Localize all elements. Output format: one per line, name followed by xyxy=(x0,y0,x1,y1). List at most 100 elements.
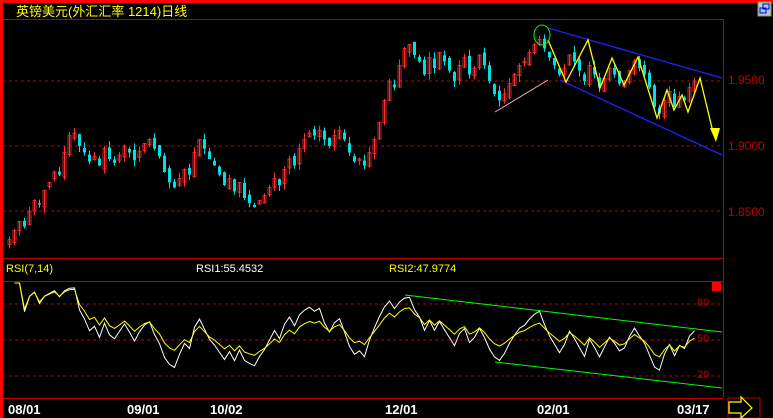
candlestick xyxy=(137,146,142,162)
candle-body xyxy=(662,100,667,117)
indicator-name: RSI(7,14) xyxy=(6,263,54,275)
candle-body xyxy=(67,135,72,155)
candlestick xyxy=(317,125,322,142)
candlestick xyxy=(158,144,161,159)
candlestick xyxy=(337,126,342,140)
rsi-trend-lower xyxy=(494,361,723,389)
candlestick xyxy=(488,61,491,84)
candle-body xyxy=(267,187,272,196)
y-tick-label: 1.8500 xyxy=(728,205,765,219)
candle-body xyxy=(52,171,57,180)
candlestick xyxy=(527,49,532,67)
zigzag-line xyxy=(547,38,713,129)
candlestick xyxy=(12,228,17,246)
candlestick xyxy=(393,79,396,91)
candle-body xyxy=(227,178,232,190)
candle-body xyxy=(562,67,567,76)
candlestick xyxy=(418,54,421,64)
candle-body xyxy=(122,145,127,158)
candle-body xyxy=(72,132,77,139)
candle-body xyxy=(653,85,656,107)
candlestick xyxy=(353,153,356,163)
window-restore-icon[interactable] xyxy=(757,1,772,17)
candle-body xyxy=(667,91,672,104)
candlestick xyxy=(122,144,127,162)
candlestick xyxy=(142,142,147,153)
candlestick xyxy=(188,163,191,181)
candlestick xyxy=(427,51,432,80)
candle-body xyxy=(367,152,372,167)
scroll-right-button[interactable] xyxy=(727,395,761,418)
candlestick xyxy=(468,49,471,79)
candlestick xyxy=(662,97,667,120)
candlestick xyxy=(297,143,302,170)
candlestick xyxy=(567,53,572,66)
candlestick xyxy=(502,88,507,104)
candle-body xyxy=(393,84,396,88)
candle-body xyxy=(382,100,387,124)
candle-body xyxy=(188,167,191,175)
candlestick xyxy=(522,57,527,67)
candle-body xyxy=(182,168,187,183)
candle-body xyxy=(558,68,561,75)
candle-body xyxy=(418,56,421,62)
candle-body xyxy=(548,51,551,58)
candle-body xyxy=(692,80,697,92)
candlestick xyxy=(498,85,501,107)
candlestick xyxy=(687,82,692,103)
candle-body xyxy=(12,230,17,243)
candlestick xyxy=(233,178,236,195)
candlestick xyxy=(477,54,482,71)
candle-body xyxy=(243,182,246,198)
rsi-marker[interactable] xyxy=(712,282,721,291)
candle-body xyxy=(587,65,592,85)
rsi-trend-upper xyxy=(404,294,723,333)
candlestick xyxy=(673,88,676,108)
candle-body xyxy=(117,154,122,161)
candlestick xyxy=(587,61,592,87)
candle-body xyxy=(307,132,312,138)
candlestick xyxy=(102,145,107,174)
candle-body xyxy=(607,67,612,81)
candle-body xyxy=(522,61,527,64)
candle-body xyxy=(397,65,402,88)
candlestick xyxy=(618,70,621,86)
candle-body xyxy=(502,93,507,102)
candlestick xyxy=(348,136,351,156)
candle-body xyxy=(488,65,491,81)
candle-body xyxy=(92,155,97,160)
candle-body xyxy=(348,143,351,153)
candle-body xyxy=(427,57,432,74)
channel-lower xyxy=(559,79,723,156)
rsi1-line xyxy=(14,282,695,371)
candlestick xyxy=(192,147,197,178)
candlestick xyxy=(67,132,72,157)
candle-body xyxy=(262,194,267,204)
candle-body xyxy=(142,142,147,152)
left-border xyxy=(0,0,3,418)
candlestick xyxy=(613,64,616,78)
candlestick xyxy=(323,127,326,146)
candle-body xyxy=(332,135,337,147)
candle-body xyxy=(357,158,362,161)
candlestick xyxy=(512,72,517,86)
candlestick xyxy=(163,152,166,173)
x-tick-label: 12/01 xyxy=(385,402,418,417)
support-line xyxy=(494,79,549,113)
candlestick xyxy=(382,98,387,126)
candle-body xyxy=(683,97,686,101)
candle-body xyxy=(128,148,131,153)
y-tick-label: 1.9500 xyxy=(728,73,765,87)
candle-body xyxy=(517,65,522,77)
candlestick xyxy=(23,218,26,229)
candlestick xyxy=(38,199,41,208)
candle-body xyxy=(208,151,211,159)
candle-body xyxy=(433,58,436,68)
candle-body xyxy=(443,55,446,62)
candlestick xyxy=(98,155,101,167)
candlestick xyxy=(7,236,12,249)
candle-body xyxy=(158,145,161,157)
candlestick xyxy=(367,147,372,168)
candle-body xyxy=(233,179,236,192)
candlestick xyxy=(227,174,232,190)
